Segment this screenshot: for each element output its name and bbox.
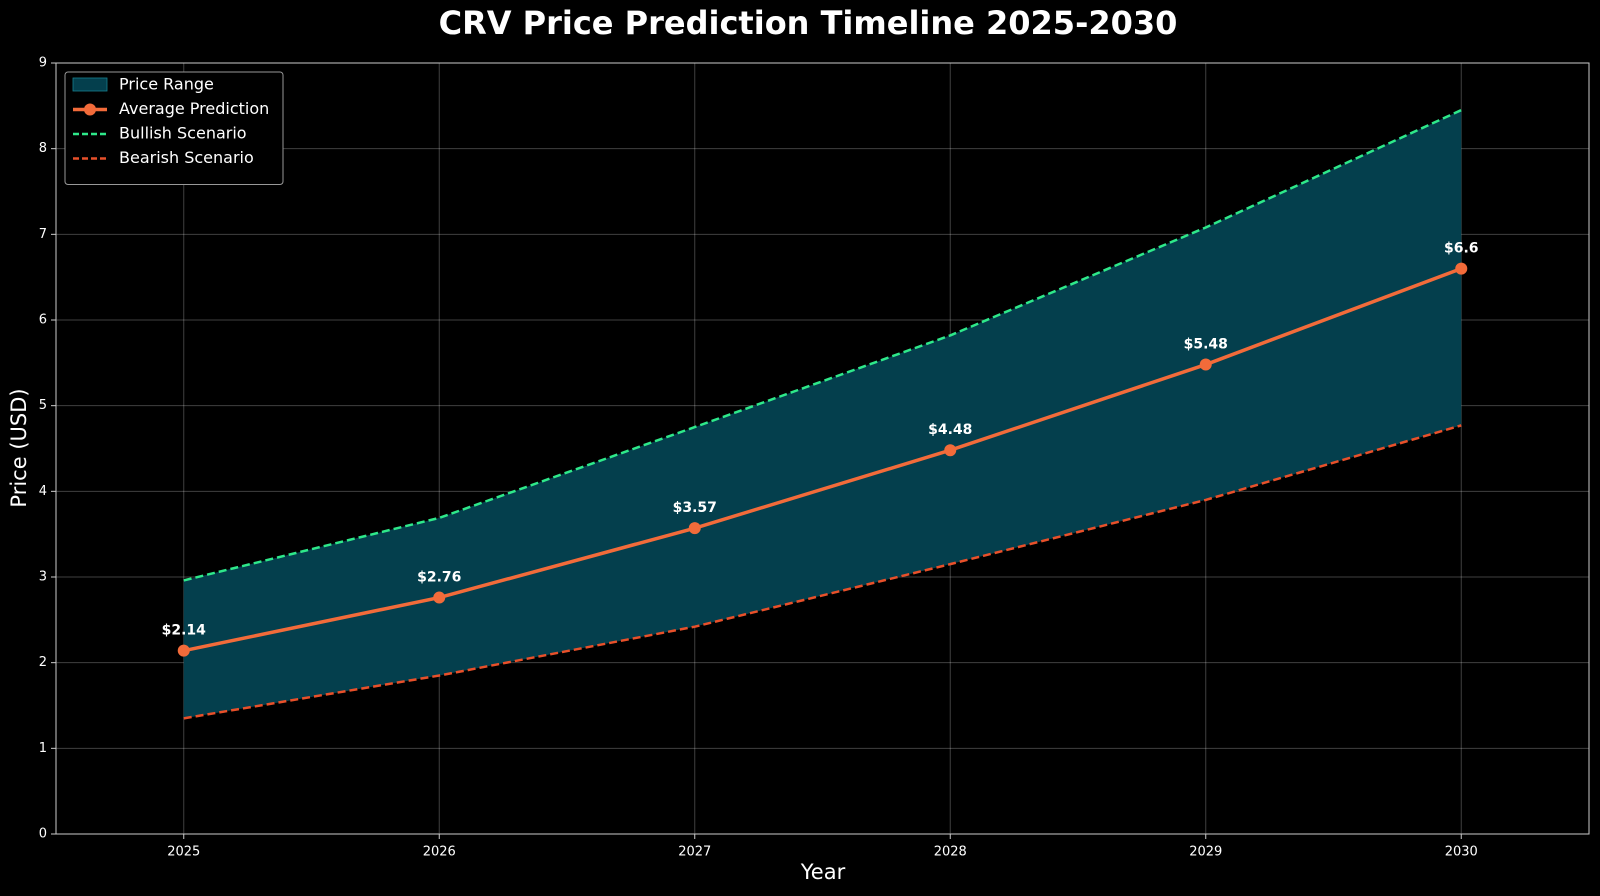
price-range-band xyxy=(183,110,1462,719)
data-point xyxy=(688,522,701,535)
y-tick-label: 7 xyxy=(39,227,47,242)
x-tick-label: 2028 xyxy=(934,845,967,860)
y-tick-label: 8 xyxy=(39,141,47,156)
data-point xyxy=(944,444,957,457)
value-label: $3.57 xyxy=(673,500,717,516)
legend-label: Bullish Scenario xyxy=(119,124,247,143)
y-tick-label: 5 xyxy=(39,398,47,413)
y-tick-label: 9 xyxy=(39,56,47,71)
series-line xyxy=(183,108,1462,582)
legend-label: Average Prediction xyxy=(119,99,269,118)
y-tick-label: 6 xyxy=(39,313,47,328)
series-line xyxy=(183,424,1462,720)
x-tick-label: 2026 xyxy=(423,845,456,860)
value-label: $4.48 xyxy=(928,422,972,438)
legend-swatch xyxy=(72,77,108,92)
data-point xyxy=(1455,262,1468,275)
y-tick-label: 4 xyxy=(39,484,47,499)
legend-box xyxy=(64,71,284,185)
y-tick-label: 1 xyxy=(39,741,47,756)
data-point xyxy=(1199,358,1212,371)
chart-title: CRV Price Prediction Timeline 2025-2030 xyxy=(439,4,1178,42)
legend-label: Price Range xyxy=(119,75,214,94)
data-point xyxy=(177,644,190,657)
legend-marker xyxy=(84,103,96,116)
x-tick-label: 2025 xyxy=(167,845,200,860)
plot-frame xyxy=(55,62,1590,835)
y-axis-label: Price (USD) xyxy=(7,388,31,507)
value-label: $2.14 xyxy=(162,623,207,639)
data-point xyxy=(433,591,446,604)
x-axis-label: Year xyxy=(800,860,846,884)
value-label: $2.76 xyxy=(417,570,461,586)
y-tick-label: 2 xyxy=(39,655,47,670)
series-line xyxy=(183,266,1462,653)
value-label: $5.48 xyxy=(1184,337,1228,353)
value-label: $6.6 xyxy=(1444,241,1479,257)
legend-label: Bearish Scenario xyxy=(119,148,254,167)
y-tick-label: 3 xyxy=(39,570,47,585)
x-tick-label: 2030 xyxy=(1445,845,1478,860)
x-tick-label: 2029 xyxy=(1189,845,1222,860)
y-tick-label: 0 xyxy=(39,827,47,842)
x-tick-label: 2027 xyxy=(678,845,711,860)
